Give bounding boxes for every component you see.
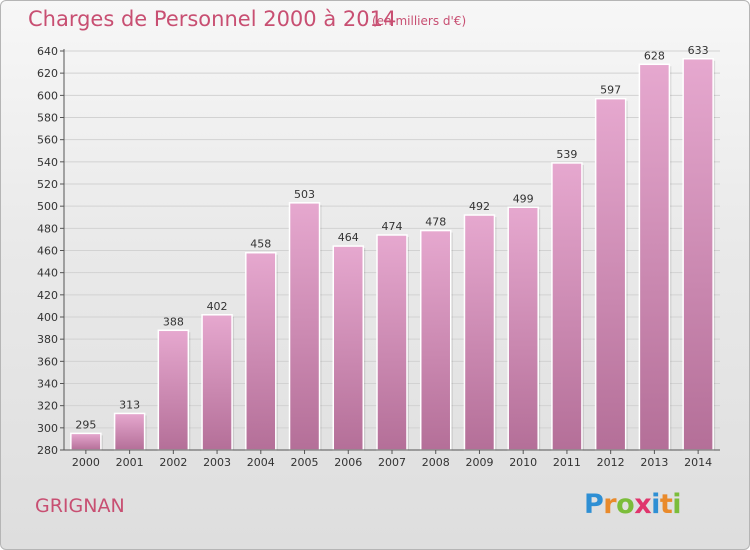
bar-value-label: 478	[425, 216, 446, 229]
bars	[70, 58, 716, 451]
y-tick-label: 460	[37, 245, 58, 258]
axes: 280 300 320 340 360 380 400 420 440 460 480 500 520 5…	[37, 45, 720, 469]
y-tick-label: 380	[37, 333, 58, 346]
bar-value-label: 388	[163, 315, 184, 328]
bar-value-label: 464	[338, 231, 359, 244]
y-tick-label: 280	[37, 444, 58, 457]
bar-value-label: 539	[556, 148, 577, 161]
bar-value-label: 474	[382, 220, 403, 233]
bar	[376, 234, 408, 451]
chart-title: Charges de Personnel 2000 à 2014	[28, 7, 397, 31]
x-tick-label: 2011	[553, 456, 581, 469]
x-tick-label: 2000	[72, 456, 100, 469]
y-tick-label: 520	[37, 178, 58, 191]
x-tick-label: 2014	[684, 456, 712, 469]
x-tick-label: 2010	[509, 456, 537, 469]
bar-value-label: 633	[688, 44, 709, 57]
logo-letter: P	[584, 489, 604, 520]
unit-note: (en milliers d'€)	[372, 14, 467, 28]
x-tick-label: 2013	[640, 456, 668, 469]
y-tick-label: 580	[37, 112, 58, 125]
bar-value-label: 628	[644, 49, 665, 62]
y-tick-label: 420	[37, 289, 58, 302]
bar-value-label: 458	[250, 238, 271, 251]
x-tick-label: 2006	[334, 456, 362, 469]
bar-value-label: 313	[119, 398, 140, 411]
y-tick-label: 440	[37, 267, 58, 280]
y-tick-label: 620	[37, 67, 58, 80]
bar-value-label: 402	[207, 300, 228, 313]
bar	[113, 412, 146, 451]
bar-value-label: 295	[75, 418, 96, 431]
place-name: GRIGNAN	[35, 495, 125, 517]
logo-letter: x	[634, 489, 652, 520]
x-tick-label: 2009	[465, 456, 493, 469]
y-tick-label: 540	[37, 156, 58, 169]
logo-letter: t	[659, 489, 673, 520]
x-tick-label: 2004	[247, 456, 275, 469]
y-tick-label: 480	[37, 222, 58, 235]
y-tick-label: 360	[37, 355, 58, 368]
bar	[288, 202, 321, 451]
bar	[332, 245, 365, 451]
bar-value-label: 499	[513, 192, 534, 205]
y-tick-label: 560	[37, 134, 58, 147]
x-tick-label: 2007	[378, 456, 406, 469]
y-tick-label: 500	[37, 200, 58, 213]
y-tick-label: 320	[37, 400, 58, 413]
logo-letter: i	[672, 489, 682, 520]
bar	[594, 97, 627, 451]
x-tick-label: 2002	[159, 456, 187, 469]
y-tick-label: 640	[37, 45, 58, 58]
labels: 295 313 388 402 458 503 464 474 478 492 499 539 597 6…	[75, 44, 708, 432]
bar-value-label: 492	[469, 200, 490, 213]
bar-value-label: 503	[294, 188, 315, 201]
bar-value-label: 597	[600, 84, 621, 97]
y-tick-label: 300	[37, 422, 58, 435]
y-tick-label: 400	[37, 311, 58, 324]
bar	[245, 251, 277, 451]
bar	[201, 314, 233, 451]
bar	[638, 63, 671, 451]
x-tick-label: 2012	[597, 456, 625, 469]
logo-letter: r	[603, 489, 617, 520]
bar	[682, 58, 714, 451]
x-tick-label: 2008	[422, 456, 450, 469]
proxiti-logo: Proxiti	[584, 489, 682, 520]
bar	[507, 206, 539, 451]
bar	[70, 432, 102, 451]
x-tick-label: 2003	[203, 456, 231, 469]
bar	[157, 329, 190, 451]
x-tick-label: 2005	[291, 456, 319, 469]
x-tick-label: 2001	[116, 456, 144, 469]
bar	[463, 214, 496, 451]
y-tick-label: 340	[37, 378, 58, 391]
logo-letter: i	[651, 489, 660, 520]
logo-letter: o	[616, 489, 635, 520]
y-tick-label: 600	[37, 89, 58, 102]
bar	[419, 229, 452, 451]
bar	[551, 162, 583, 451]
